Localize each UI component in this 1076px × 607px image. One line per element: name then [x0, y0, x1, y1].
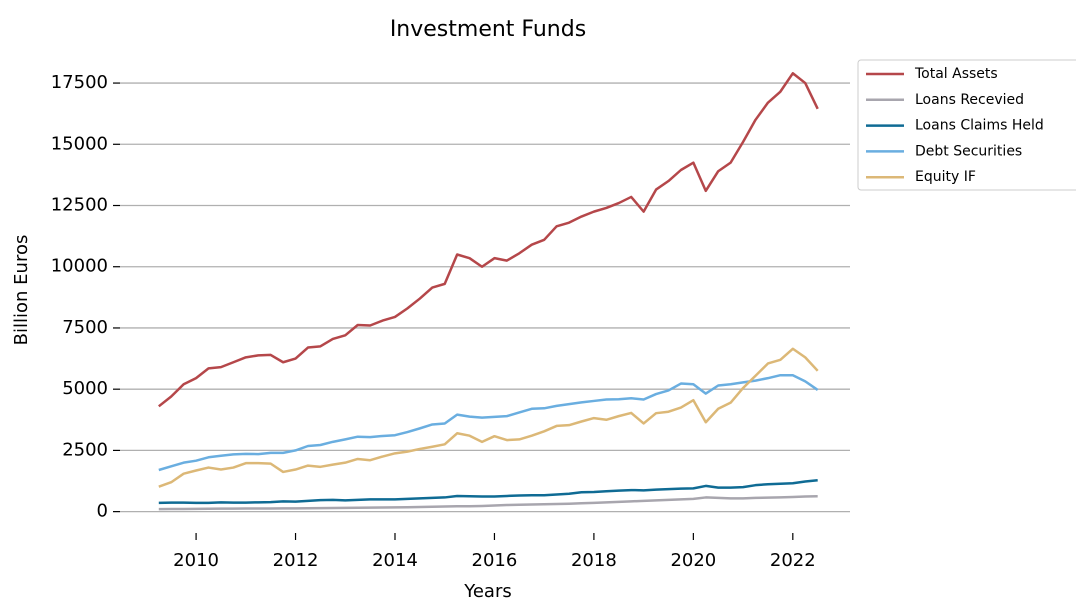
x-tick-label: 2010	[173, 550, 219, 571]
series-line	[158, 347, 819, 488]
y-axis-label: Billion Euros	[11, 235, 32, 346]
x-tick-label: 2018	[571, 550, 617, 571]
x-tick-label: 2016	[472, 550, 518, 571]
y-tick-label: 2500	[62, 439, 108, 460]
y-tick-label: 12500	[51, 195, 108, 216]
y-tick-label: 5000	[62, 378, 108, 399]
series-line	[158, 72, 819, 408]
legend-label: Equity IF	[915, 169, 976, 185]
y-tick-label: 10000	[51, 256, 108, 277]
y-tick-label: 15000	[51, 133, 108, 154]
series-line	[158, 373, 819, 472]
x-tick-label: 2022	[770, 550, 816, 571]
x-tick-label: 2020	[670, 550, 716, 571]
legend-label: Loans Claims Held	[915, 118, 1044, 134]
y-tick-label: 7500	[62, 317, 108, 338]
legend-label: Debt Securities	[915, 143, 1022, 159]
y-tick-label: 0	[97, 501, 108, 522]
series-line	[158, 494, 818, 511]
chart-title: Investment Funds	[390, 17, 586, 42]
series-line	[158, 479, 818, 505]
y-tick-label: 17500	[51, 72, 108, 93]
x-axis-label: Years	[463, 581, 512, 602]
legend-label: Total Assets	[914, 66, 998, 82]
x-tick-label: 2014	[372, 550, 418, 571]
legend-label: Loans Recevied	[915, 92, 1024, 108]
x-tick-label: 2012	[273, 550, 319, 571]
legend-box	[857, 59, 1076, 191]
